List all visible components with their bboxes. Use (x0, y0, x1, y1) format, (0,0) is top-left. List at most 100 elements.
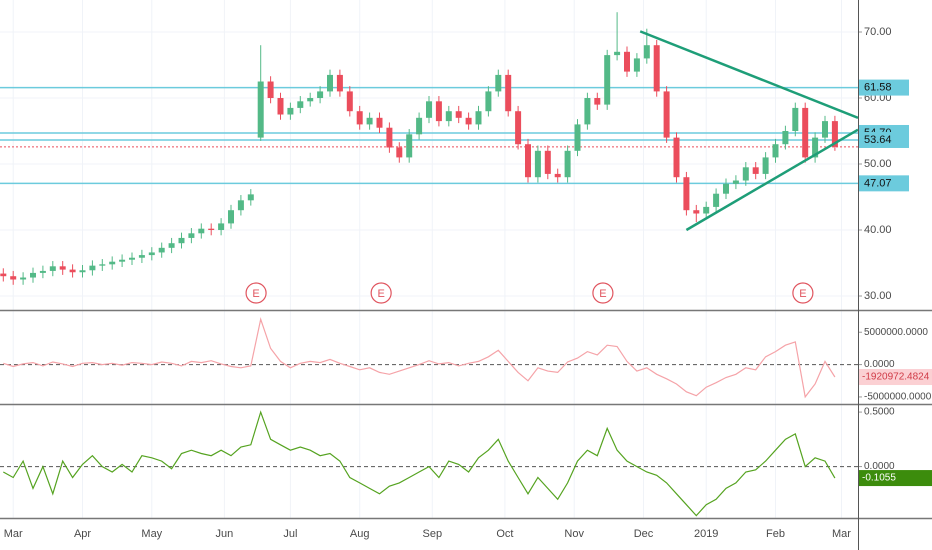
y-tick-label: 50.00 (864, 158, 892, 170)
candle-body (693, 210, 700, 214)
event-marker (592, 282, 614, 304)
candle-body (643, 45, 650, 59)
candle-body (574, 124, 581, 151)
candle-body (663, 91, 670, 138)
candle-body (633, 58, 640, 72)
y-tick-label: 5000000.0000 (864, 327, 928, 338)
candle-body (554, 173, 561, 178)
candle-body (515, 111, 522, 145)
candle-body (99, 264, 106, 266)
candle-body (822, 121, 828, 138)
candle-body (465, 117, 472, 125)
candle-body (10, 276, 17, 280)
candle-body (752, 167, 759, 174)
y-tick-label: 0.0000 (864, 359, 895, 370)
candle-body (683, 177, 690, 211)
candle-body (594, 98, 601, 105)
candle-body (792, 107, 799, 132)
candle-body (534, 150, 541, 178)
x-tick-label: Apr (74, 528, 91, 540)
candle-body (673, 137, 680, 178)
x-tick-label: May (141, 528, 162, 540)
candle-body (396, 147, 403, 158)
x-tick-label: Jul (283, 528, 297, 540)
indicator-line (3, 410, 836, 517)
candle-body (30, 272, 36, 278)
candle-body (178, 237, 185, 244)
candle-body (336, 74, 343, 92)
x-tick-label: Mar (4, 528, 23, 540)
candle-body (802, 107, 809, 158)
value-label: -1920972.4824 (862, 372, 930, 383)
x-tick-label: Dec (634, 528, 654, 540)
candle-body (416, 117, 423, 135)
y-tick-label: -5000000.0000 (864, 392, 932, 403)
event-label: E (252, 288, 259, 300)
candle-body (49, 266, 56, 271)
candle-body (356, 111, 363, 125)
candle-body (158, 247, 165, 253)
candle-body (228, 210, 234, 224)
candle-body (237, 200, 244, 211)
candle-body (505, 74, 512, 112)
candle-body (39, 270, 46, 273)
candle-body (0, 273, 7, 277)
candle-body (69, 269, 76, 273)
x-tick-label: Mar (832, 528, 851, 540)
event-label: E (599, 288, 606, 300)
y-tick-label: 30.00 (864, 290, 892, 302)
candle-body (624, 51, 630, 72)
candle-body (208, 228, 215, 231)
candle-body (59, 266, 66, 270)
y-tick-label: 0.5000 (864, 407, 895, 418)
candle-body (426, 101, 432, 118)
level-label: 61.58 (864, 81, 892, 93)
value-label: -0.1055 (862, 473, 896, 484)
candle-body (148, 252, 155, 256)
y-tick-label: 0.0000 (864, 461, 895, 472)
candle-body (782, 131, 789, 145)
event-marker (370, 282, 392, 304)
candle-body (218, 223, 225, 231)
candles (0, 12, 858, 285)
candle-body (812, 137, 819, 158)
candle-body (247, 194, 254, 201)
candle-body (109, 261, 116, 265)
value-label-box (859, 369, 932, 386)
candle-body (277, 98, 284, 115)
y-tick-label: 70.00 (864, 26, 892, 38)
candle-body (762, 157, 769, 174)
candle-body (564, 150, 571, 178)
candle-body (525, 144, 531, 178)
candle-body (89, 265, 96, 271)
candle-body (406, 134, 413, 158)
level-label: 47.07 (864, 177, 892, 189)
candle-body (297, 101, 304, 108)
candle-body (79, 270, 86, 273)
candle-body (267, 81, 274, 99)
indicator-line (3, 317, 836, 399)
x-tick-label: Jun (216, 528, 234, 540)
candle-body (772, 144, 779, 158)
trendline (685, 128, 858, 232)
level-label: 53.64 (864, 134, 892, 146)
candle-body (317, 91, 324, 99)
candle-body (604, 55, 611, 105)
x-tick-label: Oct (496, 528, 513, 540)
candle-body (713, 193, 720, 207)
candle-body (287, 107, 294, 115)
y-tick-label: 40.00 (864, 224, 892, 236)
candle-body (307, 98, 314, 102)
candle-body (653, 45, 660, 92)
x-tick-label: 2019 (694, 528, 718, 540)
candle-body (386, 127, 393, 148)
candle-body (732, 180, 739, 184)
candle-body (831, 121, 838, 147)
event-label: E (799, 288, 806, 300)
candle-body (168, 243, 175, 248)
candle-body (376, 117, 383, 128)
x-tick-label: Feb (766, 528, 785, 540)
candle-body (257, 81, 264, 138)
trendline (639, 30, 858, 119)
